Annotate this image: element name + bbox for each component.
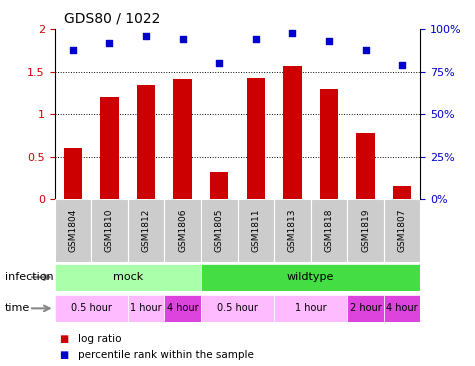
Text: GSM1807: GSM1807 [398,209,407,252]
Bar [238,199,274,262]
Bar [274,199,311,262]
Text: wildtype: wildtype [287,272,334,282]
Bar [356,133,375,199]
Text: percentile rank within the sample: percentile rank within the sample [78,350,254,360]
Bar [201,295,274,322]
Bar [283,66,302,199]
Text: GSM1811: GSM1811 [251,209,260,252]
Text: infection: infection [5,272,53,282]
Text: 4 hour: 4 hour [167,303,199,313]
Point [69,47,77,53]
Bar [64,149,82,199]
Point [252,37,259,42]
Text: GSM1812: GSM1812 [142,209,151,252]
Text: 0.5 hour: 0.5 hour [71,303,112,313]
Bar [164,199,201,262]
Bar [201,264,420,291]
Point [398,62,406,68]
Bar [311,199,347,262]
Point [105,40,113,46]
Text: GSM1804: GSM1804 [68,209,77,252]
Point [289,30,296,36]
Bar [128,199,164,262]
Bar [347,199,384,262]
Bar [55,295,128,322]
Bar [164,295,201,322]
Text: 1 hour: 1 hour [130,303,162,313]
Bar [274,295,347,322]
Text: GSM1805: GSM1805 [215,209,224,252]
Bar [137,85,155,199]
Text: GSM1818: GSM1818 [324,209,333,252]
Bar [55,199,91,262]
Text: 2 hour: 2 hour [350,303,381,313]
Bar [173,79,192,199]
Bar [393,186,411,199]
Bar [384,295,420,322]
Bar [91,199,128,262]
Text: 0.5 hour: 0.5 hour [217,303,258,313]
Text: GSM1819: GSM1819 [361,209,370,252]
Bar [55,264,201,291]
Point [216,60,223,66]
Bar [210,172,228,199]
Point [362,47,370,53]
Bar [247,78,265,199]
Text: 1 hour: 1 hour [295,303,326,313]
Bar [320,89,338,199]
Text: GSM1813: GSM1813 [288,209,297,252]
Text: ■: ■ [59,333,68,344]
Bar [100,97,119,199]
Point [325,38,332,44]
Bar [347,295,384,322]
Bar [384,199,420,262]
Text: GSM1806: GSM1806 [178,209,187,252]
Text: GDS80 / 1022: GDS80 / 1022 [64,12,161,26]
Text: GSM1810: GSM1810 [105,209,114,252]
Text: ■: ■ [59,350,68,360]
Bar [128,295,164,322]
Text: log ratio: log ratio [78,333,122,344]
Bar [201,199,238,262]
Text: mock: mock [113,272,143,282]
Point [142,33,150,39]
Text: time: time [5,303,30,313]
Text: 4 hour: 4 hour [386,303,418,313]
Point [179,37,186,42]
